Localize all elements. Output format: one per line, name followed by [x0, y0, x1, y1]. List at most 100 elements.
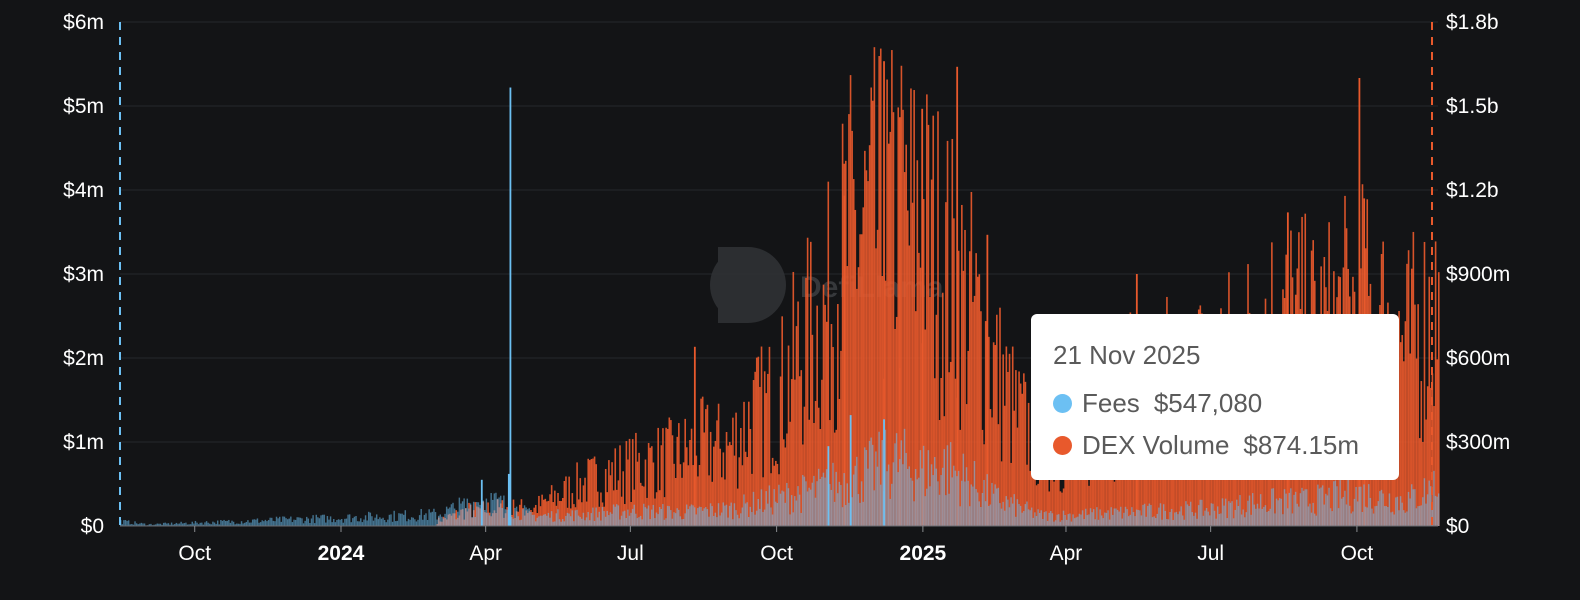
bar	[1126, 509, 1128, 526]
bar	[596, 517, 599, 526]
bar	[1083, 519, 1085, 526]
bar	[269, 517, 271, 526]
bar	[978, 274, 981, 526]
bar	[773, 489, 775, 526]
bar	[713, 446, 715, 526]
bar	[476, 502, 478, 526]
bar	[542, 514, 545, 526]
y-left-tick-label: $6m	[63, 11, 104, 34]
bar	[1313, 513, 1316, 526]
bar	[247, 520, 249, 526]
bar	[1312, 502, 1314, 526]
bar	[628, 438, 631, 526]
bar	[1088, 485, 1090, 526]
bar	[474, 502, 477, 526]
bar	[790, 495, 793, 526]
bar	[358, 521, 360, 526]
bar	[835, 471, 837, 526]
bar	[735, 510, 737, 526]
bar	[722, 452, 725, 526]
bar	[1007, 371, 1009, 526]
bar	[296, 517, 298, 526]
bar	[455, 510, 458, 526]
bar	[1145, 516, 1147, 526]
bar	[412, 517, 414, 526]
bar	[816, 481, 818, 526]
bar	[1358, 78, 1361, 526]
bar	[1027, 509, 1030, 526]
bar	[418, 515, 421, 526]
bar	[280, 521, 283, 526]
bar	[589, 520, 591, 526]
bar	[622, 511, 624, 526]
fees-series	[120, 87, 1440, 527]
bar	[725, 504, 728, 526]
bar	[698, 506, 701, 526]
bar	[857, 267, 860, 526]
bar	[278, 516, 281, 526]
bar	[997, 487, 1000, 526]
bar	[1011, 503, 1014, 526]
bar	[973, 295, 976, 526]
bar	[124, 519, 127, 526]
bar	[207, 522, 209, 526]
bar	[406, 521, 408, 526]
bar	[1240, 514, 1243, 526]
bar	[129, 524, 131, 526]
bar	[158, 523, 160, 526]
bar	[781, 490, 783, 526]
bar	[1024, 504, 1027, 526]
bar	[363, 519, 365, 526]
bar	[1035, 516, 1038, 526]
bar	[1186, 504, 1189, 526]
bar	[806, 491, 809, 526]
bar	[937, 481, 939, 526]
bar	[790, 379, 793, 526]
bar	[988, 336, 990, 526]
bar	[692, 505, 694, 526]
bar	[881, 440, 883, 526]
bar	[584, 477, 586, 526]
bar	[690, 428, 693, 526]
bar	[426, 520, 429, 526]
bar	[892, 112, 895, 527]
bar	[565, 515, 567, 526]
bar	[433, 508, 435, 526]
bar	[887, 464, 890, 526]
bar	[981, 429, 984, 526]
bar	[1023, 373, 1025, 526]
bar	[554, 521, 556, 526]
bar	[388, 514, 391, 526]
bar	[689, 506, 691, 526]
tooltip-date: 21 Nov 2025	[1053, 340, 1201, 370]
bar	[576, 462, 578, 526]
bar	[736, 488, 739, 526]
bar	[1423, 478, 1426, 526]
bar	[568, 513, 570, 526]
bar	[522, 509, 524, 526]
bar	[595, 507, 597, 526]
bar	[830, 489, 833, 526]
bar	[725, 431, 728, 526]
bar	[318, 518, 321, 526]
bar	[976, 276, 979, 526]
bar	[1274, 513, 1276, 526]
bar	[282, 516, 284, 526]
bar	[1051, 440, 1054, 526]
bar	[1061, 492, 1063, 526]
bar	[716, 420, 718, 526]
bar	[792, 271, 795, 526]
bar	[738, 457, 741, 526]
bar	[679, 516, 682, 526]
bar	[1059, 491, 1062, 526]
bar	[123, 520, 125, 526]
bar	[236, 523, 238, 526]
bar	[333, 519, 335, 526]
bar	[1353, 498, 1356, 526]
bar	[1385, 506, 1387, 526]
bar	[895, 316, 898, 526]
bar	[678, 423, 680, 526]
bar	[854, 209, 857, 526]
bar	[554, 490, 556, 526]
x-tick-label: 2025	[900, 542, 947, 565]
